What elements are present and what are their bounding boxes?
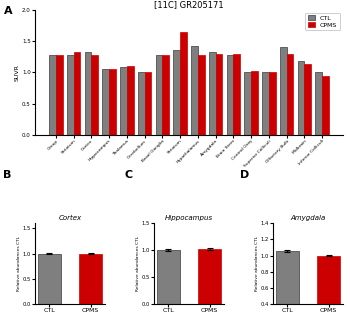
Bar — [322, 75, 329, 135]
Y-axis label: Relative abundances CTL: Relative abundances CTL — [255, 236, 259, 291]
Bar — [102, 69, 109, 135]
Bar — [198, 55, 205, 135]
Bar — [173, 50, 180, 135]
Bar — [244, 72, 251, 135]
Bar — [216, 54, 222, 135]
Bar — [280, 47, 287, 135]
Bar — [269, 72, 276, 135]
Bar — [198, 249, 221, 304]
Bar — [127, 66, 134, 135]
Bar — [304, 64, 311, 135]
Bar — [145, 72, 151, 135]
Bar — [157, 250, 180, 304]
Bar — [74, 52, 80, 135]
Legend: CTL, CPMS: CTL, CPMS — [305, 13, 340, 30]
Text: D: D — [240, 170, 249, 180]
Bar — [85, 52, 91, 135]
Text: C: C — [124, 170, 132, 180]
Bar — [315, 72, 322, 135]
Bar — [209, 52, 216, 135]
Title: Hippocampus: Hippocampus — [165, 216, 213, 221]
Bar — [262, 72, 269, 135]
Title: [11C] GR205171: [11C] GR205171 — [154, 0, 224, 9]
Bar — [91, 55, 98, 135]
Bar — [109, 69, 116, 135]
Bar — [79, 254, 102, 304]
Bar — [49, 55, 56, 135]
Bar — [56, 55, 63, 135]
Bar — [233, 54, 240, 135]
Bar — [191, 46, 198, 135]
Bar — [227, 55, 233, 135]
Y-axis label: SUVR: SUVR — [14, 64, 19, 81]
Title: Amygdala: Amygdala — [290, 216, 326, 221]
Bar — [317, 256, 340, 317]
Bar — [138, 72, 145, 135]
Text: B: B — [4, 170, 12, 180]
Y-axis label: Relative abundances CTL: Relative abundances CTL — [136, 236, 140, 291]
Bar — [276, 251, 299, 317]
Bar — [156, 55, 162, 135]
Title: Cortex: Cortex — [58, 216, 82, 221]
Bar — [162, 55, 169, 135]
Bar — [298, 61, 304, 135]
Bar — [251, 71, 258, 135]
Bar — [180, 31, 187, 135]
Y-axis label: Relative abundances CTL: Relative abundances CTL — [17, 236, 21, 291]
Text: A: A — [4, 6, 12, 16]
Bar — [287, 54, 293, 135]
Bar — [67, 55, 73, 135]
Bar — [120, 67, 127, 135]
Bar — [38, 254, 61, 304]
